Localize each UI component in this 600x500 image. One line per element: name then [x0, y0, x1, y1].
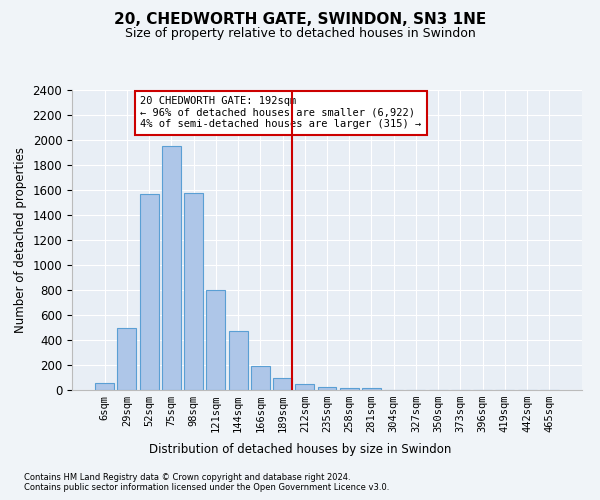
- Bar: [229, 331, 248, 390]
- Text: Size of property relative to detached houses in Swindon: Size of property relative to detached ho…: [125, 28, 475, 40]
- Y-axis label: Number of detached properties: Number of detached properties: [14, 147, 27, 333]
- Bar: [362, 388, 381, 390]
- Bar: [251, 366, 270, 390]
- Text: Contains HM Land Registry data © Crown copyright and database right 2024.: Contains HM Land Registry data © Crown c…: [24, 472, 350, 482]
- Bar: [118, 328, 136, 390]
- Bar: [206, 290, 225, 390]
- Bar: [95, 382, 114, 390]
- Bar: [317, 387, 337, 390]
- Bar: [273, 378, 292, 390]
- Text: 20 CHEDWORTH GATE: 192sqm
← 96% of detached houses are smaller (6,922)
4% of sem: 20 CHEDWORTH GATE: 192sqm ← 96% of detac…: [140, 96, 421, 130]
- Bar: [162, 146, 181, 390]
- Text: 20, CHEDWORTH GATE, SWINDON, SN3 1NE: 20, CHEDWORTH GATE, SWINDON, SN3 1NE: [114, 12, 486, 28]
- Bar: [340, 388, 359, 390]
- Bar: [184, 192, 203, 390]
- Text: Distribution of detached houses by size in Swindon: Distribution of detached houses by size …: [149, 442, 451, 456]
- Bar: [295, 384, 314, 390]
- Text: Contains public sector information licensed under the Open Government Licence v3: Contains public sector information licen…: [24, 484, 389, 492]
- Bar: [140, 194, 158, 390]
